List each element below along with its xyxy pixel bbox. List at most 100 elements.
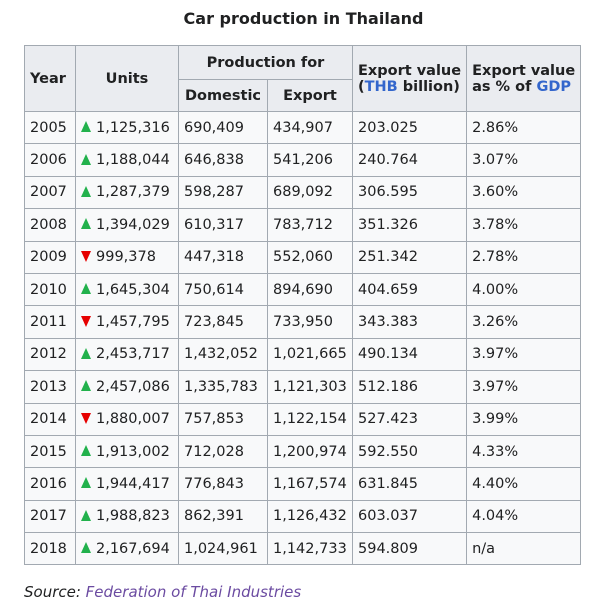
cell-domestic-text: 690,409 — [184, 119, 244, 136]
source-link[interactable]: Federation of Thai Industries — [85, 583, 302, 601]
cell-export-text: 783,712 — [273, 216, 333, 233]
header-pct-gdp: Export value as % of GDP — [466, 45, 582, 112]
cell-pct-gdp: 4.00% — [466, 272, 582, 307]
cell-export: 894,690 — [267, 272, 353, 307]
cell-year: 2005 — [24, 110, 76, 145]
cell-year-text: 2012 — [30, 346, 67, 363]
cell-year: 2014 — [24, 402, 76, 436]
cell-export: 783,712 — [267, 208, 353, 242]
cell-export-value-text: 527.423 — [358, 411, 418, 428]
cell-units-text: 2,167,694 — [96, 540, 170, 557]
cell-units: 2,457,086 — [75, 370, 179, 404]
trend-up-icon — [81, 121, 91, 133]
cell-units-text: 1,457,795 — [96, 314, 170, 331]
cell-pct-gdp-text: 4.33% — [472, 443, 519, 460]
cell-domestic-text: 723,845 — [184, 314, 244, 331]
cell-units: 1,457,795 — [75, 305, 179, 339]
cell-export-value: 251.342 — [351, 240, 468, 274]
cell-domestic-text: 776,843 — [184, 475, 244, 492]
cell-year: 2018 — [24, 532, 76, 566]
gdp-link[interactable]: GDP — [536, 78, 572, 95]
thb-link[interactable]: THB — [364, 78, 398, 95]
cell-year-text: 2011 — [30, 314, 67, 331]
cell-pct-gdp-text: 3.97% — [472, 346, 519, 363]
cell-pct-gdp: n/a — [466, 532, 582, 566]
cell-pct-gdp-text: 3.26% — [472, 314, 519, 331]
table-row: 2009 999,378 447,318 552,060 251.342 2.78% — [24, 240, 582, 274]
cell-units-text: 1,394,029 — [96, 216, 170, 233]
cell-units: 2,453,717 — [75, 337, 179, 372]
header-pct-gdp-mid: as % of — [472, 78, 537, 95]
table-row: 2011 1,457,795 723,845 733,950 343.383 3.26% — [24, 305, 582, 339]
cell-domestic: 610,317 — [178, 208, 268, 242]
cell-export: 1,200,974 — [267, 434, 353, 469]
cell-export-text: 689,092 — [273, 184, 333, 201]
cell-pct-gdp: 3.99% — [466, 402, 582, 436]
cell-year-text: 2018 — [30, 540, 67, 557]
cell-domestic-text: 862,391 — [184, 508, 244, 525]
cell-export-value: 490.134 — [351, 337, 468, 372]
cell-export: 1,121,303 — [267, 370, 353, 404]
table-row: 2006 1,188,044 646,838 541,206 240.764 3.07% — [24, 143, 582, 177]
table-row: 2015 1,913,002 712,028 1,200,974 592.550 4.33… — [24, 434, 582, 469]
cell-export-value: 603.037 — [351, 499, 468, 534]
table-row: 2016 1,944,417 776,843 1,167,574 631.845 4.40… — [24, 467, 582, 501]
cell-units-text: 1,188,044 — [96, 152, 170, 169]
cell-year: 2010 — [24, 272, 76, 307]
cell-year-text: 2017 — [30, 508, 67, 525]
cell-pct-gdp-text: 3.60% — [472, 184, 519, 201]
cell-pct-gdp-text: 3.78% — [472, 216, 519, 233]
cell-export-value-text: 404.659 — [358, 281, 418, 298]
cell-year: 2015 — [24, 434, 76, 469]
table-row: 2018 2,167,694 1,024,961 1,142,733 594.809 n/… — [24, 532, 582, 566]
cell-domestic: 690,409 — [178, 110, 268, 145]
cell-pct-gdp-text: 4.00% — [472, 281, 519, 298]
cell-year-text: 2013 — [30, 378, 67, 395]
header-year: Year — [24, 45, 76, 112]
header-production-for: Production for — [178, 45, 353, 80]
cell-export: 1,126,432 — [267, 499, 353, 534]
cell-pct-gdp-text: 3.99% — [472, 411, 519, 428]
table-row: 2007 1,287,379 598,287 689,092 306.595 3.60% — [24, 175, 582, 210]
cell-pct-gdp-text: 3.97% — [472, 378, 519, 395]
table-body: 2005 1,125,316 690,409 434,907 203.025 2.86% 2… — [24, 110, 582, 566]
cell-units-text: 1,944,417 — [96, 475, 170, 492]
cell-export-text: 1,126,432 — [273, 508, 347, 525]
cell-export-text: 552,060 — [273, 249, 333, 266]
trend-up-icon — [81, 218, 91, 230]
cell-year-text: 2009 — [30, 249, 67, 266]
cell-units: 1,394,029 — [75, 208, 179, 242]
cell-export-text: 434,907 — [273, 119, 333, 136]
table-row: 2012 2,453,717 1,432,052 1,021,665 490.134 3.… — [24, 337, 582, 372]
cell-export-value: 240.764 — [351, 143, 468, 177]
header-domestic: Domestic — [178, 79, 268, 112]
trend-up-icon — [81, 509, 91, 521]
cell-units: 1,913,002 — [75, 434, 179, 469]
cell-export-value-text: 594.809 — [358, 540, 418, 557]
cell-year-text: 2006 — [30, 152, 67, 169]
cell-export-value-text: 603.037 — [358, 508, 418, 525]
header-pct-gdp-line1: Export value — [472, 62, 576, 79]
trend-up-icon — [81, 477, 91, 489]
cell-year: 2013 — [24, 370, 76, 404]
header-export: Export — [267, 79, 353, 112]
trend-down-icon — [81, 412, 91, 424]
cell-export-value-text: 343.383 — [358, 314, 418, 331]
cell-pct-gdp: 3.07% — [466, 143, 582, 177]
table-row: 2014 1,880,007 757,853 1,122,154 527.423 3.99… — [24, 402, 582, 436]
cell-domestic: 750,614 — [178, 272, 268, 307]
table-caption: Car production in Thailand — [183, 9, 424, 28]
cell-export-value: 343.383 — [351, 305, 468, 339]
cell-units: 1,188,044 — [75, 143, 179, 177]
cell-domestic-text: 646,838 — [184, 152, 244, 169]
trend-down-icon — [81, 250, 91, 262]
cell-units-text: 2,453,717 — [96, 346, 170, 363]
cell-year-text: 2007 — [30, 184, 67, 201]
cell-domestic: 1,432,052 — [178, 337, 268, 372]
cell-units: 999,378 — [75, 240, 179, 274]
car-production-table: Year Units Production for Export value (… — [24, 45, 582, 566]
cell-pct-gdp-text: 4.04% — [472, 508, 519, 525]
cell-export-value: 594.809 — [351, 532, 468, 566]
trend-up-icon — [81, 347, 91, 359]
cell-pct-gdp: 4.33% — [466, 434, 582, 469]
